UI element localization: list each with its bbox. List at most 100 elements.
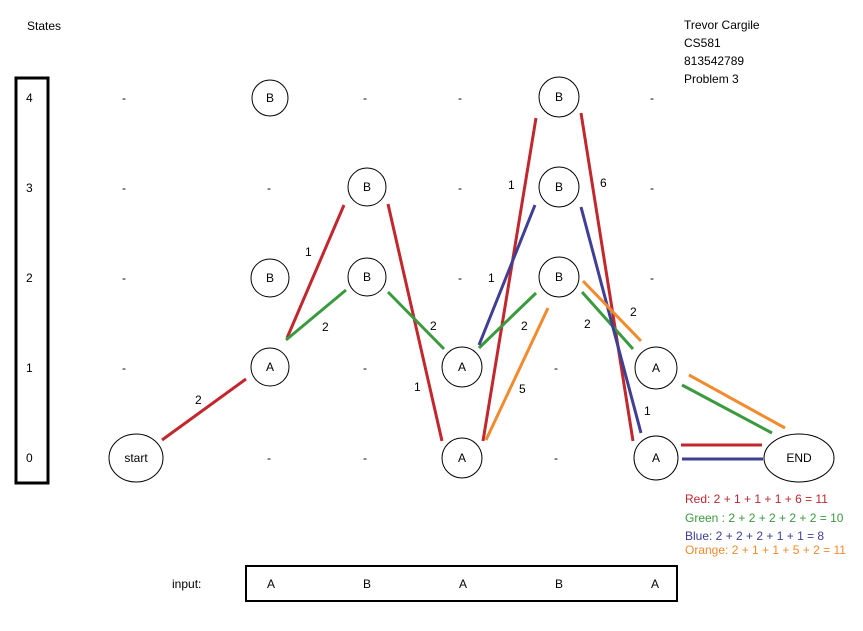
student-id: 813542789 xyxy=(684,54,744,68)
state-label-2: 2 xyxy=(26,271,33,285)
dash: - xyxy=(458,91,462,105)
node-label: A xyxy=(266,360,274,374)
weight-label: 2 xyxy=(195,393,202,407)
orange-edge-b2-a1 xyxy=(581,279,643,343)
dash: - xyxy=(363,451,367,465)
blue-edge-b3-a0 xyxy=(579,206,643,434)
dash: - xyxy=(650,271,654,285)
dash: - xyxy=(554,451,558,465)
node-a-col3-s0: A xyxy=(441,437,483,479)
node-label: B xyxy=(363,180,371,194)
input-symbol: A xyxy=(267,577,275,591)
dash: - xyxy=(554,361,558,375)
blue-sum: Blue: 2 + 2 + 2 + 1 + 1 = 8 xyxy=(685,529,824,543)
start-node: start xyxy=(108,433,164,483)
node-label: B xyxy=(363,270,371,284)
green-edge-a1-b2 xyxy=(285,288,347,342)
red-edge-start-a1 xyxy=(161,377,247,442)
end-node: END xyxy=(763,433,835,483)
orange-edge-a0-b2 xyxy=(484,307,550,441)
weight-label: 2 xyxy=(430,319,437,333)
state-axis-box xyxy=(14,76,50,485)
course-code: CS581 xyxy=(684,36,721,50)
state-label-4: 4 xyxy=(26,91,33,105)
dash: - xyxy=(363,361,367,375)
dash: - xyxy=(650,181,654,195)
path-edges xyxy=(161,112,786,461)
node-label: B xyxy=(266,271,274,285)
input-label: input: xyxy=(172,577,201,591)
author-name: Trevor Cargile xyxy=(684,18,760,32)
dash: - xyxy=(650,91,654,105)
weight-label: 6 xyxy=(600,176,607,190)
dash: - xyxy=(267,181,271,195)
state-label-0: 0 xyxy=(26,451,33,465)
node-b-col4-s3: B xyxy=(538,166,580,208)
node-label: B xyxy=(555,180,563,194)
weight-label: 1 xyxy=(414,380,421,394)
node-label: A xyxy=(458,451,466,465)
node-b-col4-s2: B xyxy=(538,256,580,298)
node-b-col1-s4: B xyxy=(251,79,289,117)
dash: - xyxy=(458,181,462,195)
state-label-1: 1 xyxy=(26,361,33,375)
node-a-col5-s0: A xyxy=(633,435,679,481)
input-symbol: B xyxy=(363,577,371,591)
input-symbol: A xyxy=(459,577,467,591)
node-b-col1-s2: B xyxy=(250,258,290,298)
green-edge-b2-a1 xyxy=(386,290,446,351)
orange-sum: Orange: 2 + 1 + 1 + 5 + 2 = 11 xyxy=(685,543,846,557)
red-sum: Red: 2 + 1 + 1 + 1 + 6 = 11 xyxy=(685,492,828,506)
red-edge-b3-a0 xyxy=(386,203,444,442)
orange-edge-a1-end xyxy=(688,373,786,430)
node-a-col3-s1: A xyxy=(441,346,483,388)
node-a-col5-s1: A xyxy=(634,346,678,390)
placeholder-dashes: - - - - - - - - - - - - - - - - - xyxy=(122,91,654,465)
weight-label: 2 xyxy=(521,319,528,333)
end-node-label: END xyxy=(786,451,812,465)
red-edge-a0-b4 xyxy=(481,117,538,442)
path-sums: Red: 2 + 1 + 1 + 1 + 6 = 11 Green : 2 + … xyxy=(685,492,846,557)
weight-label: 1 xyxy=(644,404,651,418)
node-label: B xyxy=(555,270,563,284)
edge-weights: 2 1 2 2 1 1 1 2 5 6 2 2 1 xyxy=(195,176,651,418)
node-label: A xyxy=(652,361,660,375)
green-edge-b2-a1b xyxy=(580,290,635,351)
node-label: B xyxy=(266,91,274,105)
green-edge-a1-b2b xyxy=(477,291,538,350)
weight-label: 1 xyxy=(488,271,495,285)
red-edge-b4-a0 xyxy=(579,112,635,442)
node-label: A xyxy=(652,451,660,465)
red-edge-a1-b3 xyxy=(285,204,346,339)
input-symbol: A xyxy=(651,577,659,591)
weight-label: 5 xyxy=(519,382,526,396)
state-label-3: 3 xyxy=(26,181,33,195)
states-title: States xyxy=(27,19,61,33)
start-node-label: start xyxy=(124,451,148,465)
dash: - xyxy=(458,271,462,285)
node-a-col1-s1: A xyxy=(250,347,290,387)
node-label: A xyxy=(458,360,466,374)
problem-label: Problem 3 xyxy=(684,72,739,86)
blue-edge-a1-b3 xyxy=(477,204,537,346)
dash: - xyxy=(122,91,126,105)
dash: - xyxy=(267,451,271,465)
input-symbol: B xyxy=(555,577,563,591)
node-b-col2-s2: B xyxy=(347,257,387,297)
weight-label: 2 xyxy=(630,305,637,319)
node-b-col4-s4: B xyxy=(538,76,580,118)
input-box xyxy=(245,565,678,602)
node-label: B xyxy=(555,90,563,104)
green-sum: Green : 2 + 2 + 2 + 2 + 2 = 10 xyxy=(685,511,844,525)
green-edge-a1-end xyxy=(681,383,773,435)
weight-label: 1 xyxy=(305,245,312,259)
dash: - xyxy=(122,361,126,375)
weight-label: 2 xyxy=(322,320,329,334)
weight-label: 1 xyxy=(508,178,515,192)
weight-label: 2 xyxy=(584,317,591,331)
dash: - xyxy=(122,181,126,195)
dash: - xyxy=(122,271,126,285)
node-b-col2-s3: B xyxy=(347,167,387,207)
dash: - xyxy=(363,91,367,105)
